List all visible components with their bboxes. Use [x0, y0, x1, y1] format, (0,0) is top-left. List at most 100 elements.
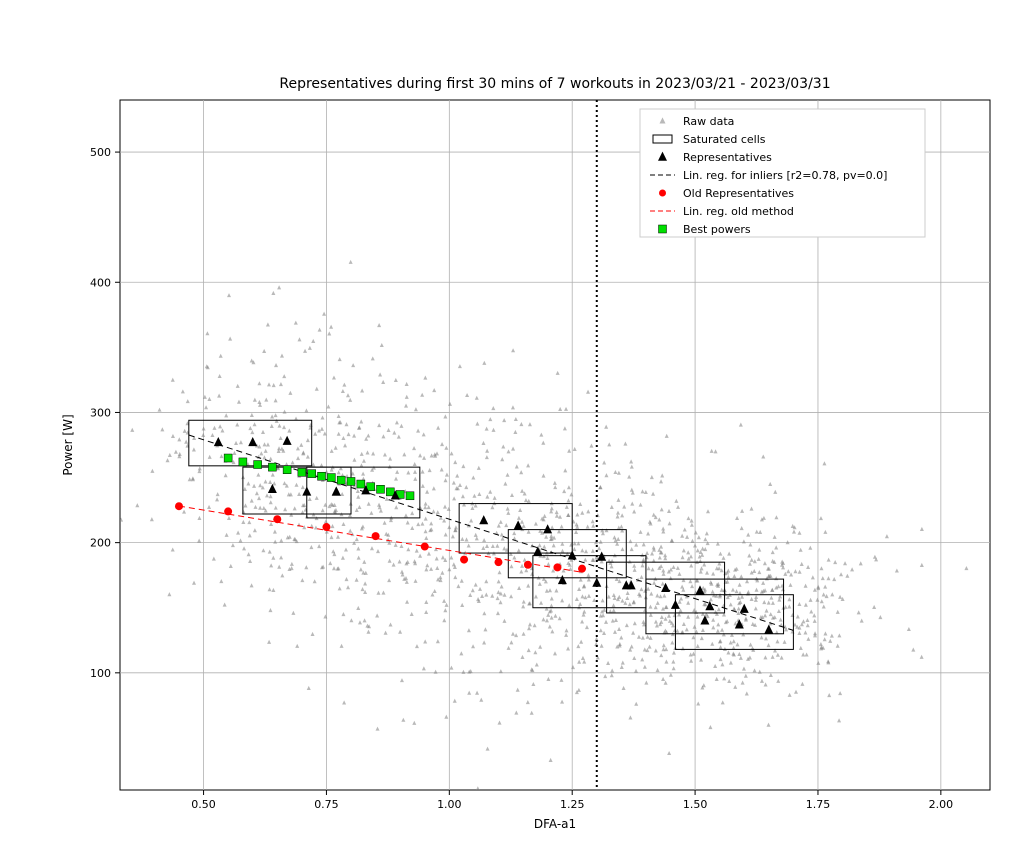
raw-point [289, 513, 293, 517]
raw-point [787, 597, 791, 601]
raw-point [656, 601, 660, 605]
raw-point [733, 685, 737, 689]
raw-point [450, 451, 454, 455]
raw-point [545, 589, 549, 593]
raw-point [405, 600, 409, 604]
raw-point [349, 618, 353, 622]
raw-point [433, 589, 437, 593]
raw-point [461, 464, 465, 468]
raw-point [434, 547, 438, 551]
raw-point [493, 496, 497, 500]
x-axis-label: DFA-a1 [534, 817, 576, 831]
raw-point [718, 552, 722, 556]
raw-point [665, 434, 669, 438]
raw-point [395, 470, 399, 474]
old-rep-point [553, 563, 561, 571]
representative-point [764, 624, 773, 633]
raw-point [177, 437, 181, 441]
raw-point [413, 470, 417, 474]
raw-point [174, 450, 178, 454]
raw-point [377, 503, 381, 507]
raw-point [565, 505, 569, 509]
raw-point [349, 260, 353, 264]
raw-point [836, 644, 840, 648]
raw-point [654, 620, 658, 624]
raw-point [274, 398, 278, 402]
raw-point [604, 620, 608, 624]
raw-point [701, 612, 705, 616]
raw-point [492, 428, 496, 432]
raw-point [654, 648, 658, 652]
raw-point [482, 361, 486, 365]
raw-point [381, 590, 385, 594]
raw-point [252, 484, 256, 488]
raw-point [476, 786, 480, 790]
raw-point [764, 682, 768, 686]
raw-point [274, 413, 278, 417]
raw-point [804, 584, 808, 588]
raw-point [272, 383, 276, 387]
raw-point [563, 468, 567, 472]
raw-point [341, 612, 345, 616]
raw-point [267, 640, 271, 644]
raw-point [423, 376, 427, 380]
best-power-point [406, 492, 414, 500]
raw-point [436, 510, 440, 514]
raw-point [661, 582, 665, 586]
raw-point [402, 452, 406, 456]
raw-point [813, 631, 817, 635]
raw-point [424, 502, 428, 506]
raw-point [731, 588, 735, 592]
raw-point [512, 531, 516, 535]
raw-point [757, 570, 761, 574]
raw-point [741, 632, 745, 636]
raw-point [500, 457, 504, 461]
raw-point [682, 548, 686, 552]
raw-point [686, 550, 690, 554]
raw-point [452, 562, 456, 566]
raw-point [581, 656, 585, 660]
best-power-point [254, 461, 262, 469]
raw-point [832, 577, 836, 581]
raw-point [376, 591, 380, 595]
raw-point [490, 505, 494, 509]
raw-point [533, 623, 537, 627]
raw-point [453, 460, 457, 464]
raw-point [304, 565, 308, 569]
raw-point [422, 432, 426, 436]
raw-point [770, 588, 774, 592]
raw-point [215, 497, 219, 501]
raw-point [652, 513, 656, 517]
raw-point [523, 558, 527, 562]
raw-point [342, 383, 346, 387]
raw-point [822, 592, 826, 596]
raw-point [467, 543, 471, 547]
raw-point [708, 725, 712, 729]
raw-point [500, 584, 504, 588]
raw-point [552, 543, 556, 547]
raw-point [318, 328, 322, 332]
raw-point [485, 427, 489, 431]
raw-point [447, 525, 451, 529]
raw-point [705, 571, 709, 575]
raw-point [548, 588, 552, 592]
raw-point [722, 556, 726, 560]
raw-point [498, 721, 502, 725]
raw-point [430, 453, 434, 457]
xtick-label: 2.00 [929, 798, 954, 811]
raw-point [859, 561, 863, 565]
raw-point [809, 609, 813, 613]
raw-point [549, 603, 553, 607]
representative-point [568, 550, 577, 559]
raw-point [267, 382, 271, 386]
raw-point [758, 530, 762, 534]
raw-point [685, 535, 689, 539]
raw-point [744, 674, 748, 678]
raw-point [344, 422, 348, 426]
raw-point [641, 489, 645, 493]
raw-point [340, 492, 344, 496]
legend-label: Raw data [683, 115, 734, 128]
raw-point [212, 426, 216, 430]
raw-point [442, 599, 446, 603]
inlier-regression-line [189, 435, 794, 630]
